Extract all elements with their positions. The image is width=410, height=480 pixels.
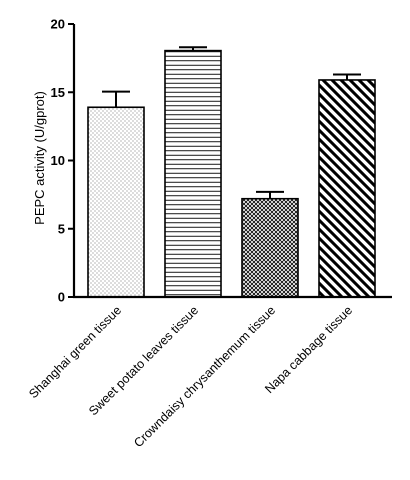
y-tick-label-20: 20 <box>51 17 65 32</box>
y-tick-label-10: 10 <box>51 153 65 168</box>
y-axis-title: PEPC activity (U/gprot) <box>32 91 47 225</box>
bar-shanghai-green-tissue <box>87 106 145 298</box>
error-bars-group <box>102 46 361 199</box>
category-label-crowndaisy-chrysanthemum-tissue: Crowndaisy chrysanthemum tissue <box>131 303 278 450</box>
y-tick-label-5: 5 <box>58 221 65 236</box>
y-tick-label-15: 15 <box>51 85 65 100</box>
bars-group <box>87 49 376 298</box>
bar-napa-cabbage-tissue <box>318 79 376 298</box>
bar-crowndaisy-chrysanthemum-tissue <box>241 197 299 298</box>
y-axis: 0 5 10 15 20 <box>51 17 76 305</box>
y-ticks-group: 0 5 10 15 20 <box>51 17 74 305</box>
bar-sweet-potato-leaves-tissue <box>164 49 222 298</box>
y-tick-label-0: 0 <box>58 290 65 305</box>
category-label-napa-cabbage-tissue: Napa cabbage tissue <box>262 303 355 396</box>
